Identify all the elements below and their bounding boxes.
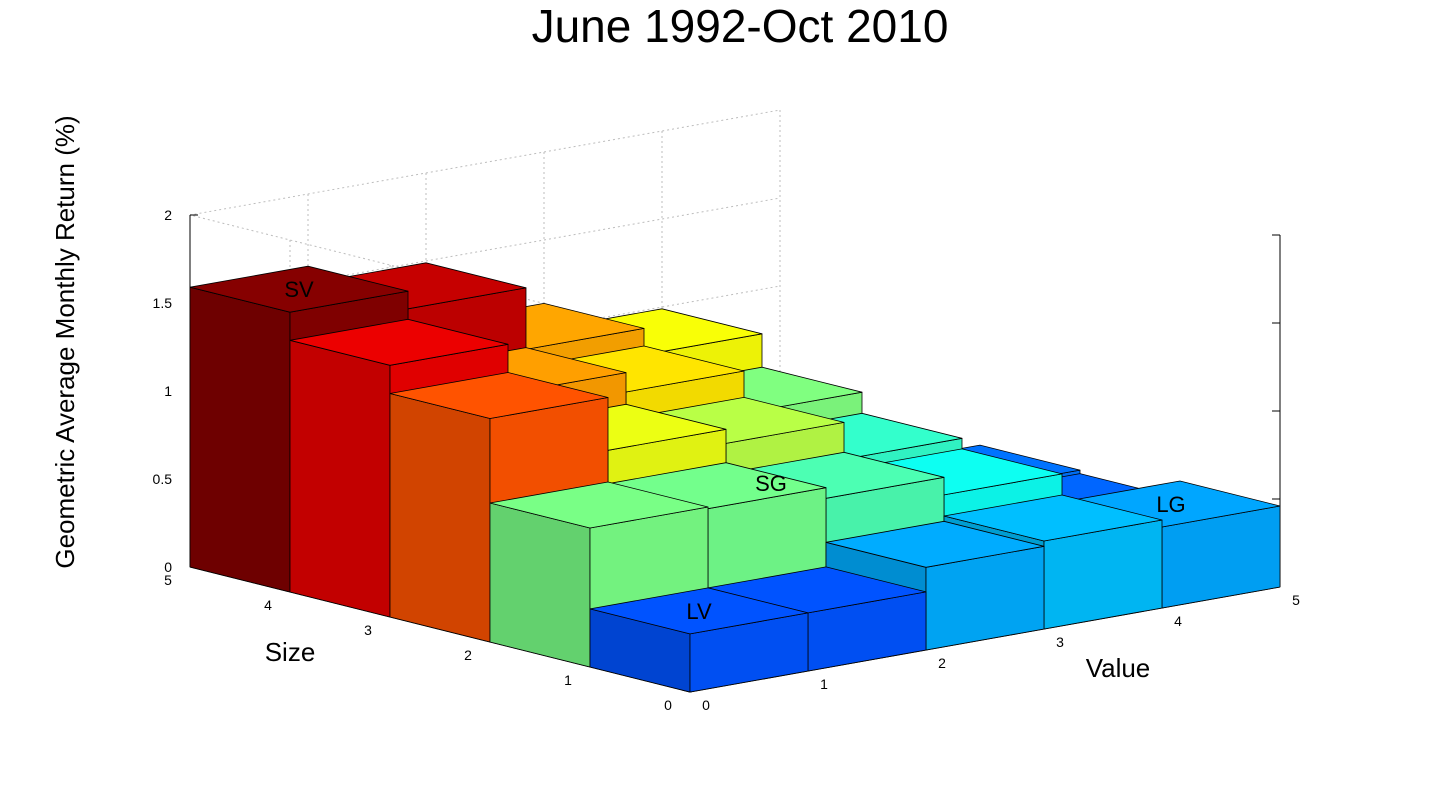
value-tick-label: 3 [1056,634,1064,650]
bar-top-face [943,494,1163,542]
bar-front-left-face [489,502,591,668]
z-tick-label: 1.5 [153,295,173,311]
value-tick-label: 4 [1174,613,1182,629]
bar-annotation: SG [755,471,787,496]
z-tick-label: 0.5 [153,471,173,487]
z-tick-label: 2 [164,207,172,223]
size-tick-label: 3 [364,622,372,638]
bar-annotation: LG [1156,492,1185,517]
bar-top-face [189,265,409,313]
size-tick-label: 0 [664,697,672,713]
bar-front-left-face [389,393,491,643]
size-tick-label: 5 [164,572,172,588]
value-tick-label: 2 [938,655,946,671]
bar-top-face [289,318,509,366]
bar-front-left-face [289,339,391,618]
bar-top-face [389,372,609,419]
bar-top-face [589,587,809,635]
value-tick-label: 5 [1292,592,1300,608]
bar-annotation: LV [686,599,712,624]
chart-title: June 1992-Oct 2010 [532,0,949,52]
z-axis-label: Geometric Average Monthly Return (%) [50,115,80,568]
z-tick-label: 1 [164,383,172,399]
value-tick-label: 0 [702,697,710,713]
value-tick-label: 1 [820,676,828,692]
bars [189,262,1281,693]
bar-front-left-face [189,286,291,593]
bar-top-face [489,481,709,529]
annotations: SG SV LG LV [284,277,1185,624]
size-tick-label: 1 [564,672,572,688]
value-axis-label: Value [1086,653,1151,683]
bar-3d [589,587,809,693]
size-tick-label: 2 [464,647,472,663]
size-axis-label: Size [265,637,316,667]
size-tick-label: 4 [264,597,272,613]
z-tick-label: 0 [164,559,172,575]
bar-annotation: SV [284,277,314,302]
bar-top-face [825,520,1045,568]
